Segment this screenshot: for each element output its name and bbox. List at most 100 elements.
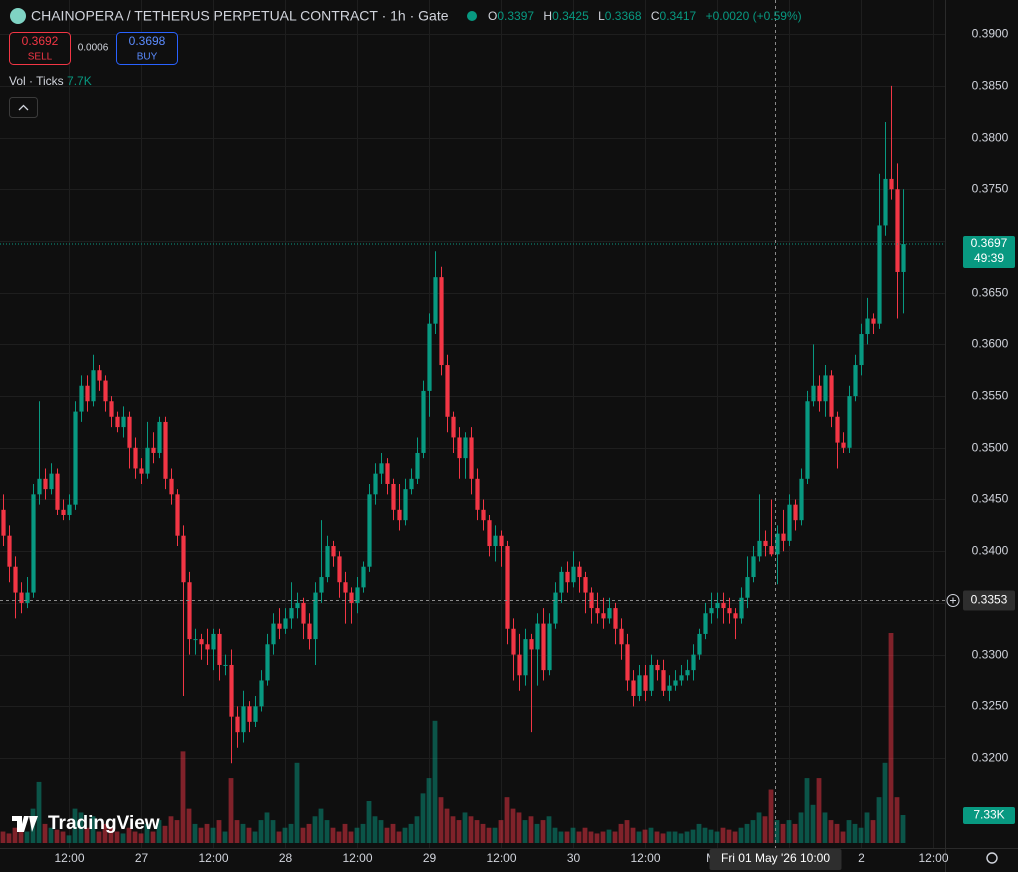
x-tick-label: 12:00 bbox=[486, 851, 516, 865]
y-tick-label: 0.3650 bbox=[972, 286, 1009, 300]
candle-body bbox=[481, 509, 486, 521]
sell-button[interactable] bbox=[9, 32, 71, 65]
volume-bar bbox=[222, 831, 228, 843]
candle-body bbox=[139, 468, 144, 474]
volume-bar bbox=[762, 816, 768, 843]
candle-body bbox=[841, 442, 846, 448]
volume-bar bbox=[702, 827, 708, 843]
volume-bar bbox=[534, 823, 540, 843]
volume-bar bbox=[42, 823, 48, 843]
volume-bar bbox=[810, 804, 816, 843]
candle-body bbox=[667, 685, 672, 691]
candle-body bbox=[307, 623, 312, 640]
candle-body bbox=[163, 421, 168, 479]
volume-bar bbox=[348, 831, 354, 843]
ohlc-value: 0.3425 bbox=[552, 9, 589, 23]
y-tick-label: 0.3850 bbox=[972, 79, 1009, 93]
volume-bar bbox=[570, 827, 576, 843]
volume-bar bbox=[300, 827, 306, 843]
candle-layer bbox=[1, 85, 906, 764]
volume-bar bbox=[504, 797, 510, 843]
volume-bar bbox=[486, 827, 492, 843]
add-alert-icon[interactable] bbox=[946, 594, 960, 607]
volume-bar bbox=[126, 827, 132, 843]
volume-bar bbox=[78, 812, 84, 843]
volume-bar bbox=[864, 812, 870, 843]
candle-body bbox=[613, 608, 618, 629]
volume-bar bbox=[840, 831, 846, 843]
candle-body bbox=[1, 509, 6, 536]
candle-body bbox=[91, 370, 96, 402]
volume-bar bbox=[774, 820, 780, 843]
candle-body bbox=[631, 680, 636, 696]
settings-icon[interactable] bbox=[986, 852, 998, 864]
volume-bar bbox=[672, 831, 678, 843]
x-tick-label: 12:00 bbox=[630, 851, 660, 865]
candle-body bbox=[865, 318, 870, 335]
candle-body bbox=[469, 437, 474, 479]
y-tick-label: 0.3200 bbox=[972, 751, 1009, 765]
candle-body bbox=[289, 608, 294, 619]
volume-bar bbox=[306, 823, 312, 843]
volume-bar bbox=[726, 829, 732, 843]
y-tick-label: 0.3900 bbox=[972, 27, 1009, 41]
candle-body bbox=[721, 602, 726, 609]
volume-bar bbox=[204, 823, 210, 843]
volume-bar bbox=[492, 827, 498, 843]
candle-body bbox=[733, 613, 738, 619]
candle-body bbox=[517, 654, 522, 676]
volume-bar bbox=[366, 801, 372, 843]
volume-bar bbox=[798, 812, 804, 843]
candle-body bbox=[421, 390, 426, 453]
candle-body bbox=[151, 447, 156, 453]
volume-bar bbox=[324, 820, 330, 843]
crosshair-x-label: Fri 01 May '26 10:00 bbox=[721, 851, 830, 865]
volume-bar bbox=[102, 823, 108, 843]
candle-body bbox=[889, 178, 894, 190]
volume-bar bbox=[558, 831, 564, 843]
candle-body bbox=[673, 680, 678, 686]
volume-bar bbox=[0, 831, 6, 843]
candle-body bbox=[505, 546, 510, 629]
volume-bar bbox=[690, 829, 696, 843]
candle-body bbox=[385, 463, 390, 484]
volume-bar bbox=[186, 808, 192, 843]
volume-bar bbox=[360, 823, 366, 843]
candle-body bbox=[535, 623, 540, 650]
candle-body bbox=[607, 608, 612, 619]
volume-bar bbox=[96, 831, 102, 843]
candle-body bbox=[259, 680, 264, 707]
ohlc-value: 0.3368 bbox=[605, 9, 642, 23]
candle-body bbox=[799, 478, 804, 521]
crosshair-y-label: 0.3353 bbox=[971, 593, 1008, 607]
candle-body bbox=[787, 504, 792, 541]
candle-body bbox=[871, 318, 876, 324]
symbol-title[interactable]: CHAINOPERA / TETHERUS PERPETUAL CONTRACT… bbox=[31, 8, 449, 24]
candle-body bbox=[127, 416, 132, 448]
candle-body bbox=[853, 365, 858, 397]
volume-bar bbox=[276, 831, 282, 843]
volume-bar bbox=[792, 823, 798, 843]
collapse-button[interactable] bbox=[9, 97, 38, 118]
candle-body bbox=[703, 613, 708, 634]
candle-body bbox=[751, 556, 756, 578]
volume-bar bbox=[72, 808, 78, 843]
candle-body bbox=[811, 385, 816, 402]
buy-button[interactable] bbox=[116, 32, 178, 65]
volume-bar bbox=[678, 833, 684, 843]
volume-bar bbox=[786, 820, 792, 843]
candle-body bbox=[253, 706, 258, 722]
candle-body bbox=[637, 675, 642, 696]
candle-body bbox=[13, 566, 18, 593]
candle-body bbox=[835, 416, 840, 443]
volume-bar bbox=[834, 823, 840, 843]
candle-body bbox=[349, 592, 354, 603]
x-tick-label: 2 bbox=[858, 851, 865, 865]
candle-body bbox=[319, 577, 324, 593]
volume-bar bbox=[90, 816, 96, 843]
candle-body bbox=[883, 178, 888, 226]
candle-body bbox=[565, 571, 570, 583]
buy-price: 0.3698 bbox=[129, 34, 166, 48]
candle-body bbox=[547, 623, 552, 671]
